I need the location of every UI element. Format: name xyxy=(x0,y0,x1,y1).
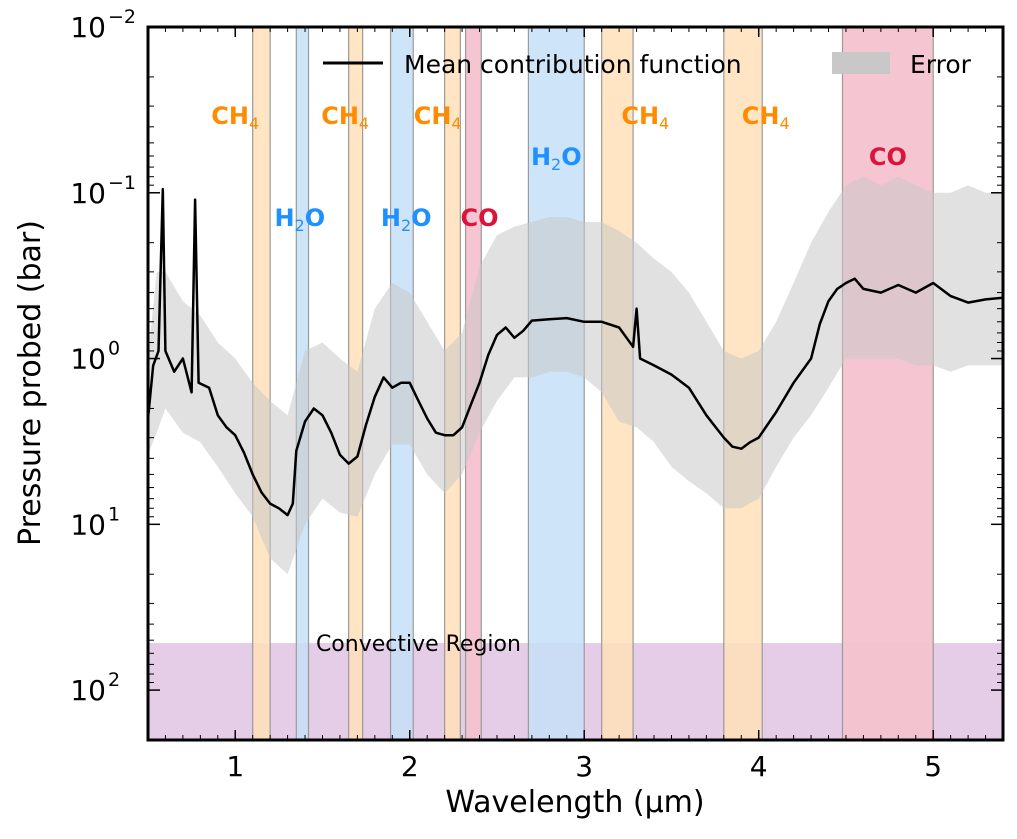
band-label-ch4-2: CH4 xyxy=(321,102,369,133)
band-label-ch4-0: CH4 xyxy=(211,102,259,133)
y-tick-label: 10 xyxy=(70,11,106,44)
mean-contribution-line xyxy=(148,187,1003,517)
legend-line-label: Mean contribution function xyxy=(404,50,742,79)
y-tick-label: 10 xyxy=(70,508,106,541)
y-tick-exponent: 0 xyxy=(108,338,120,360)
y-tick-label: 10 xyxy=(70,674,106,707)
y-tick-label: 10 xyxy=(70,343,106,376)
band-label-h2o-1: H2O xyxy=(274,204,325,235)
band-label-co-5: CO xyxy=(461,204,499,232)
legend: Mean contribution function Error xyxy=(323,50,972,79)
band-label-co-9: CO xyxy=(869,143,907,171)
band-label-ch4-7: CH4 xyxy=(621,102,669,133)
error-band xyxy=(148,176,1003,575)
plot-area xyxy=(148,27,1003,740)
band-labels: CH4 H2O CH4 H2O CH4 CO H2O CH4 CH4 CO xyxy=(211,102,907,235)
plot-frame xyxy=(146,25,1005,742)
y-tick-label: 10 xyxy=(70,177,106,210)
absorption-band-co-9 xyxy=(841,27,934,740)
convective-region-label: Convective Region xyxy=(316,632,521,657)
y-tick-exponent: −2 xyxy=(108,6,136,28)
absorption-band-h2o-6 xyxy=(527,27,585,740)
absorption-band-ch4-0 xyxy=(252,27,271,740)
band-label-ch4-4: CH4 xyxy=(414,102,462,133)
y-tick-exponent: −1 xyxy=(108,172,136,194)
y-axis-label: Pressure probed (bar) xyxy=(13,220,48,546)
y-tick-exponent: 2 xyxy=(108,669,120,691)
x-axis-label: Wavelength (μm) xyxy=(445,785,704,820)
x-tick-label-2: 2 xyxy=(401,750,419,783)
legend-error-swatch xyxy=(832,52,890,74)
band-label-h2o-3: H2O xyxy=(381,204,432,235)
x-tick-label-1: 1 xyxy=(226,750,244,783)
band-label-ch4-8: CH4 xyxy=(742,102,790,133)
legend-error-label: Error xyxy=(910,50,972,79)
band-label-h2o-6: H2O xyxy=(531,143,582,174)
x-tick-label-4: 4 xyxy=(750,750,768,783)
x-tick-label-3: 3 xyxy=(575,750,593,783)
x-tick-label-5: 5 xyxy=(924,750,942,783)
y-tick-exponent: 1 xyxy=(108,503,120,525)
